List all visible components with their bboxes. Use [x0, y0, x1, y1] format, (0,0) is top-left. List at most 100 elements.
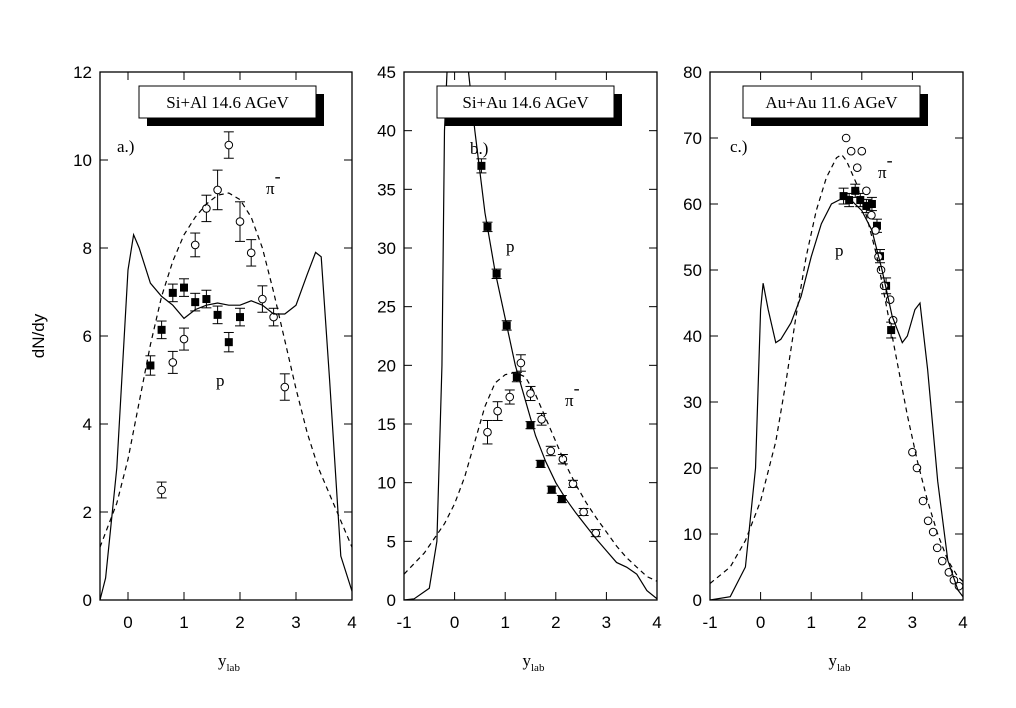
data-square: [851, 186, 860, 195]
y-tick-label: 4: [83, 415, 92, 434]
data-circle: [157, 485, 166, 495]
y-tick-label: 30: [377, 239, 396, 258]
y-tick-label: 40: [377, 122, 396, 141]
data-circle: [258, 294, 267, 304]
data-circle: [857, 146, 867, 156]
data-circle: [923, 516, 933, 526]
data-circle: [908, 447, 917, 457]
x-tick-label: -1: [396, 613, 411, 632]
y-tick-label: 0: [387, 591, 396, 610]
annotation-text: π: [565, 391, 574, 410]
data-square: [867, 200, 876, 208]
y-tick-label: 70: [683, 129, 702, 148]
y-tick-label: 12: [73, 63, 92, 82]
annotation: p: [216, 371, 225, 390]
x-axis-label-sub: lab: [837, 662, 851, 674]
data-square: [146, 361, 155, 370]
x-axis-label-main: y: [218, 651, 227, 670]
x-axis-label-main: y: [829, 651, 838, 670]
x-tick-label: 2: [235, 613, 244, 632]
plot-area: [404, 72, 657, 600]
data-circle: [235, 217, 245, 226]
data-square: [477, 161, 486, 170]
data-circle: [224, 140, 234, 150]
data-square: [536, 459, 545, 468]
data-square: [224, 338, 233, 347]
data-circle: [537, 415, 546, 424]
annotation: π-: [878, 150, 893, 182]
data-circle: [867, 210, 876, 220]
box: [138, 85, 317, 119]
annotation-text: p: [506, 237, 515, 256]
annotation-sup: -: [275, 166, 281, 186]
data-circle: [213, 185, 222, 195]
data-circle: [862, 186, 871, 196]
x-tick-label: 4: [652, 613, 661, 632]
x-tick-label: 4: [347, 613, 356, 632]
y-tick-label: 6: [83, 327, 92, 346]
plot-area: [710, 133, 963, 600]
x-tick-label: 3: [291, 613, 300, 632]
data-square: [180, 283, 188, 292]
panel-label: b.): [470, 139, 488, 158]
x-tick-label: -1: [702, 613, 717, 632]
x-tick-label: 1: [806, 613, 815, 632]
annotation-text: π: [266, 179, 275, 198]
annotation: π-: [266, 166, 281, 198]
data-square: [526, 421, 535, 430]
data-circle: [846, 146, 856, 156]
data-square: [492, 269, 501, 278]
data-square: [168, 288, 177, 297]
data-circle: [190, 240, 200, 250]
data-circle: [932, 543, 942, 553]
box: [436, 85, 615, 119]
data-square: [856, 196, 865, 205]
y-tick-label: 0: [693, 591, 702, 610]
y-tick-label: 40: [683, 327, 702, 346]
model-curve: [100, 232, 352, 600]
box-label: Si+Al 14.6 AGeV: [166, 93, 289, 112]
y-tick-label: 80: [683, 63, 702, 82]
y-tick-label: 25: [377, 298, 396, 317]
data-circle: [852, 163, 862, 172]
x-axis-label-main: y: [523, 651, 532, 670]
x-tick-label: 0: [756, 613, 765, 632]
y-tick-label: 20: [377, 356, 396, 375]
data-circle: [928, 527, 938, 537]
x-tick-label: 0: [123, 613, 132, 632]
annotation-sup: -: [887, 150, 893, 170]
x-tick-label: 4: [958, 613, 967, 632]
data-circle: [179, 334, 189, 344]
x-tick-label: 3: [602, 613, 611, 632]
y-tick-label: 35: [377, 180, 396, 199]
plot-frame: [99, 71, 353, 601]
data-circle: [493, 406, 502, 416]
x-axis-label-sub: lab: [227, 662, 241, 674]
model-curve: [710, 198, 963, 600]
model-curve: [404, 371, 657, 582]
y-tick-label: 30: [683, 393, 702, 412]
data-square: [202, 295, 211, 304]
y-tick-label: 10: [683, 525, 702, 544]
data-square: [839, 192, 848, 201]
x-tick-label: 0: [450, 613, 459, 632]
x-tick-label: 3: [908, 613, 917, 632]
panel-label: c.): [730, 137, 747, 156]
x-tick-label: 1: [179, 613, 188, 632]
annotation-text: p: [216, 371, 225, 390]
x-axis-label: ylab: [218, 651, 240, 674]
y-tick-label: 10: [73, 151, 92, 170]
data-circle: [546, 446, 556, 456]
y-tick-label: 20: [683, 459, 702, 478]
data-circle: [168, 358, 178, 367]
data-circle: [483, 427, 492, 437]
x-axis-label-sub: lab: [531, 662, 545, 674]
data-circle: [526, 389, 535, 398]
data-square: [157, 325, 166, 334]
data-circle: [505, 392, 515, 402]
y-tick-label: 45: [377, 63, 396, 82]
data-square: [213, 310, 222, 319]
y-tick-label: 10: [377, 474, 396, 493]
data-circle: [918, 496, 928, 506]
